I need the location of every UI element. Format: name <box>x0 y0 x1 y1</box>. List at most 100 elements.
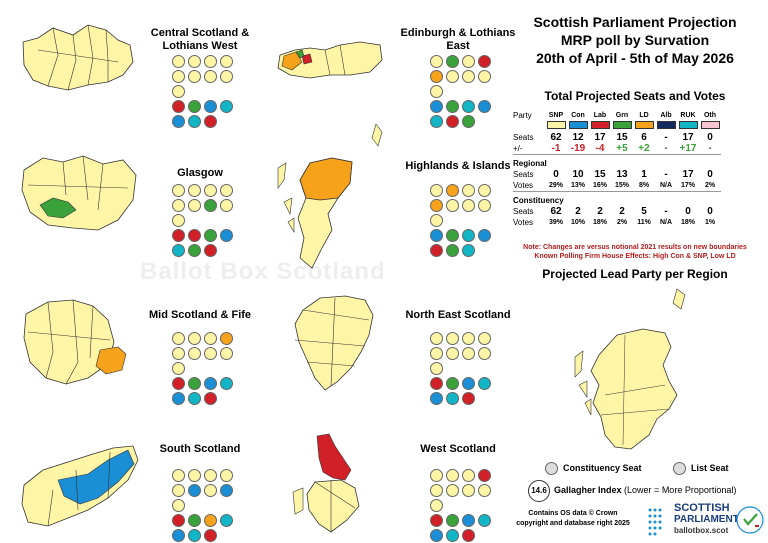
list-seat-dot <box>172 514 185 527</box>
constituency-votes: 39% <box>548 219 563 226</box>
grid-spacer <box>446 362 460 375</box>
constituency-seats: 2 <box>575 206 581 217</box>
list-seat-dot <box>220 100 233 113</box>
constituency-seat-dot <box>188 184 201 197</box>
list-seat-dot <box>462 244 475 257</box>
constituency-seat-dot <box>220 332 233 345</box>
constituency-seat-swatch <box>545 462 558 475</box>
grid-spacer <box>204 85 218 98</box>
constituency-seat-dot <box>430 85 443 98</box>
constituency-seat-dot <box>188 332 201 345</box>
swatch-oth <box>700 121 720 129</box>
constituency-votes: 2% <box>616 219 628 226</box>
constituency-seat-dot <box>172 184 185 197</box>
constituency-seat-dot <box>220 469 233 482</box>
map-northeast <box>294 295 374 391</box>
seat-grid-northeast <box>430 332 492 405</box>
list-seat-dot <box>188 244 201 257</box>
table-title: Total Projected Seats and Votes <box>544 89 726 103</box>
constituency-seat-dot <box>446 347 459 360</box>
list-seat-dot <box>204 392 217 405</box>
note-boundaries: Note: Changes are versus notional 2021 r… <box>523 244 747 251</box>
map-central <box>22 24 134 91</box>
regional-votes: 16% <box>592 182 607 189</box>
seat-change: +17 <box>679 143 697 154</box>
list-seat-dot <box>478 100 491 113</box>
constituency-seat-dot <box>188 55 201 68</box>
constituency-seat-dot <box>220 184 233 197</box>
regional-votes: 17% <box>680 182 695 189</box>
constituency-seat-dot <box>430 332 443 345</box>
list-seat-dot <box>172 244 185 257</box>
constituency-seat-dot <box>172 199 185 212</box>
map-mid <box>23 299 127 385</box>
seat-grid-central <box>172 55 234 128</box>
constituency-votes: 18% <box>680 219 695 226</box>
constituency-seat-dot <box>172 347 185 360</box>
swatch-row <box>513 121 721 132</box>
list-seat-dot <box>462 514 475 527</box>
total-seats: 15 <box>616 132 628 143</box>
party-label: Party <box>513 111 532 120</box>
list-seat-dot <box>220 229 233 242</box>
constituency-seat-dot <box>478 332 491 345</box>
grid-spacer <box>220 85 234 98</box>
list-seat-dot <box>446 229 459 242</box>
gallagher-index-badge: 14.6 <box>528 480 550 502</box>
os-credit: Contains OS data © Crown copyright and d… <box>516 510 630 527</box>
constituency-seats: - <box>664 206 668 217</box>
note-house-effects: Known Polling Firm House Effects: High C… <box>534 253 736 260</box>
constituency-seat-dot <box>478 347 491 360</box>
list-seat-dot <box>204 529 217 542</box>
list-seat-dot <box>188 100 201 113</box>
list-seat-dot <box>172 529 185 542</box>
seat-grid-south <box>172 469 234 542</box>
map-highlands <box>277 123 383 269</box>
regional-seats-label: Seats <box>513 170 534 179</box>
constituency-seats: 62 <box>550 206 562 217</box>
grid-spacer <box>204 214 218 227</box>
list-seat-legend: List Seat <box>691 463 729 473</box>
constituency-seat-dot <box>462 347 475 360</box>
list-seat-dot <box>430 100 443 113</box>
list-seat-dot <box>478 229 491 242</box>
constituency-seat-dot <box>430 70 443 83</box>
constituency-seat-dot <box>188 70 201 83</box>
constituency-seat-dot <box>172 332 185 345</box>
list-seat-dot <box>462 529 475 542</box>
list-seat-dot <box>172 100 185 113</box>
grid-spacer <box>188 214 202 227</box>
party-name: LD <box>639 112 649 119</box>
constituency-seats: 0 <box>707 206 713 217</box>
party-name: Con <box>571 112 585 119</box>
list-seat-dot <box>446 392 459 405</box>
list-seat-dot <box>204 229 217 242</box>
constituency-seat-dot <box>188 484 201 497</box>
constituency-seat-dot <box>478 55 491 68</box>
list-seat-dot <box>430 115 443 128</box>
list-seat-dot <box>462 100 475 113</box>
constituency-seat-dot <box>188 469 201 482</box>
constituency-seat-dot <box>462 469 475 482</box>
constituency-seat-dot <box>204 55 217 68</box>
list-seat-swatch <box>673 462 686 475</box>
constituency-votes: 10% <box>570 219 585 226</box>
map-glasgow <box>21 155 137 231</box>
list-seat-dot <box>204 244 217 257</box>
constituency-seat-dot <box>204 199 217 212</box>
list-seat-dot <box>220 514 233 527</box>
constituency-seat-dot <box>430 347 443 360</box>
seat-change: +5 <box>616 143 628 154</box>
constituency-seats: 2 <box>597 206 603 217</box>
party-name: RUK <box>680 112 696 119</box>
swatch-grn <box>612 121 632 129</box>
regional-seats: - <box>664 169 668 180</box>
grid-spacer <box>462 499 476 512</box>
list-seat-dot <box>430 529 443 542</box>
list-seat-dot <box>188 514 201 527</box>
list-seat-dot <box>446 244 459 257</box>
total-seats: 0 <box>707 132 713 143</box>
constituency-seat-dot <box>462 184 475 197</box>
list-seat-dot <box>478 514 491 527</box>
total-seats: 12 <box>572 132 584 143</box>
